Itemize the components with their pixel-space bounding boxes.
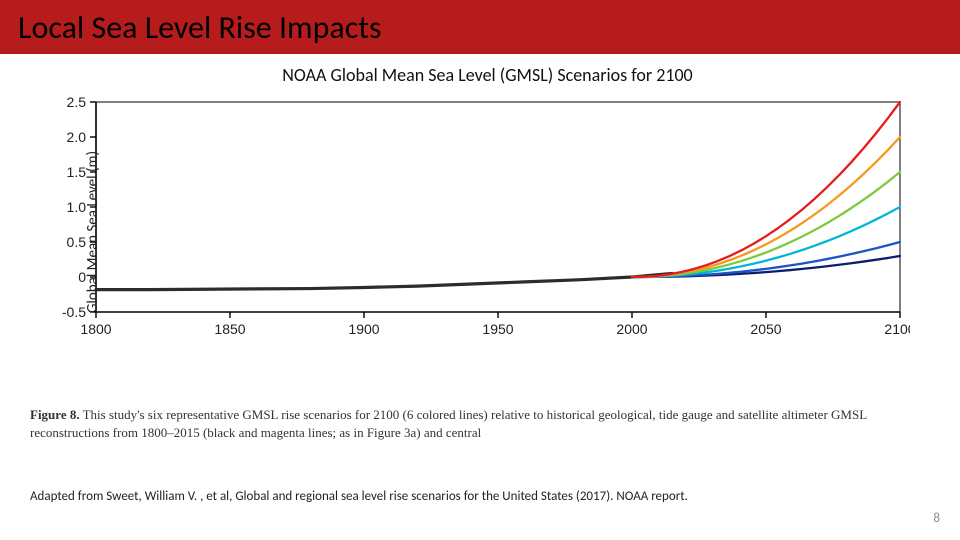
svg-text:2000: 2000 bbox=[616, 321, 647, 337]
attribution-text: Adapted from Sweet, William V. , et al, … bbox=[30, 489, 688, 504]
y-axis-label: Global Mean Sea Level (m) bbox=[84, 151, 102, 313]
page-number: 8 bbox=[933, 511, 940, 526]
figure-caption-text: This study's six representative GMSL ris… bbox=[30, 407, 867, 440]
svg-text:2.0: 2.0 bbox=[67, 129, 87, 145]
figure-caption: Figure 8. This study's six representativ… bbox=[30, 406, 940, 441]
svg-text:2100: 2100 bbox=[884, 321, 910, 337]
svg-text:2.5: 2.5 bbox=[67, 94, 87, 110]
line-chart: 1800185019001950200020502100-0.500.51.01… bbox=[30, 92, 910, 352]
slide-title: Local Sea Level Rise Impacts bbox=[18, 8, 381, 47]
svg-text:1900: 1900 bbox=[348, 321, 379, 337]
chart-title: NOAA Global Mean Sea Level (GMSL) Scenar… bbox=[30, 64, 945, 86]
svg-text:2050: 2050 bbox=[750, 321, 781, 337]
svg-text:1850: 1850 bbox=[214, 321, 245, 337]
slide: Local Sea Level Rise Impacts NOAA Global… bbox=[0, 0, 960, 540]
title-bar: Local Sea Level Rise Impacts bbox=[0, 0, 960, 54]
chart-container: NOAA Global Mean Sea Level (GMSL) Scenar… bbox=[30, 64, 945, 444]
figure-label: Figure 8. bbox=[30, 407, 80, 422]
svg-text:-0.5: -0.5 bbox=[62, 304, 86, 320]
plot-area: Global Mean Sea Level (m) 1800 1850 1900 19… bbox=[30, 92, 945, 372]
svg-text:1800: 1800 bbox=[80, 321, 111, 337]
svg-text:1950: 1950 bbox=[482, 321, 513, 337]
